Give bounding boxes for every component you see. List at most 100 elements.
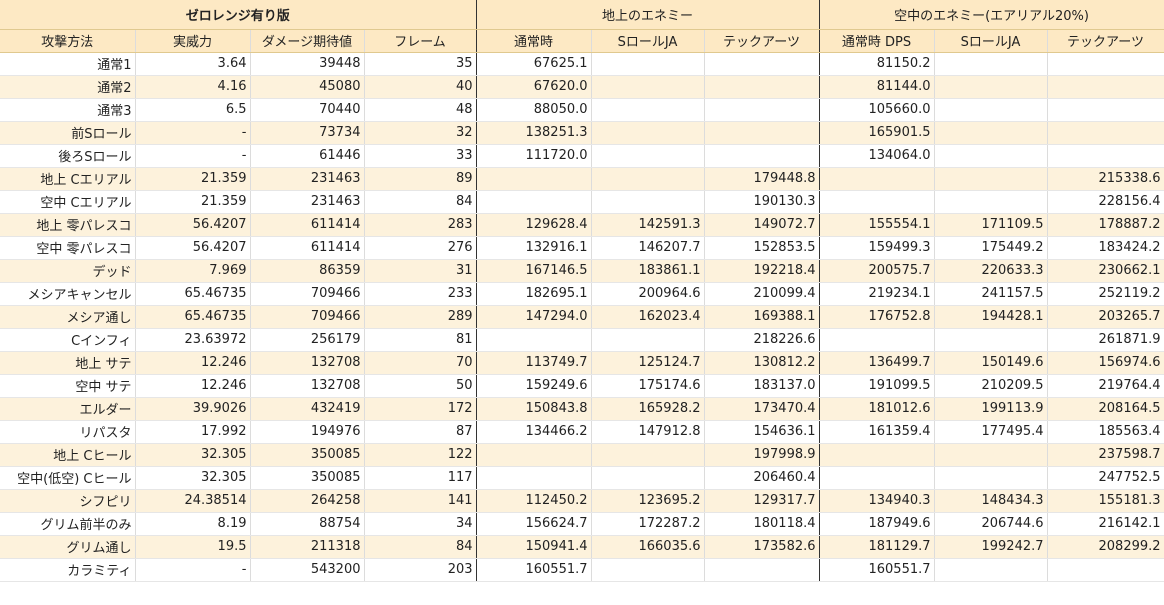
column-header: 攻撃方法 — [0, 29, 136, 53]
value-cell: 199242.7 — [934, 535, 1048, 559]
value-cell: 200575.7 — [819, 259, 935, 283]
value-cell — [591, 190, 705, 214]
value-cell: 197998.9 — [704, 443, 820, 467]
table-row: リパスタ 17.992 194976 87 134466.2 147912.8 154636… — [0, 420, 1164, 444]
value-cell — [934, 144, 1048, 168]
value-cell — [819, 190, 935, 214]
value-cell: 185563.4 — [1047, 420, 1164, 444]
value-cell: 289 — [364, 305, 477, 329]
column-header: テックアーツ — [704, 29, 820, 53]
value-cell: 543200 — [250, 557, 365, 582]
value-cell: 350085 — [250, 443, 365, 467]
value-cell — [591, 557, 705, 582]
value-cell: 169388.1 — [704, 305, 820, 329]
value-cell — [1047, 121, 1164, 145]
value-cell: 7.969 — [135, 259, 251, 283]
value-cell: 252119.2 — [1047, 282, 1164, 306]
value-cell: 180118.4 — [704, 512, 820, 536]
value-cell: 89 — [364, 167, 477, 191]
attack-name-cell: 空中 Cエリアル — [0, 190, 136, 214]
table-row: 空中 サテ 12.246 132708 50 159249.6 175174.6 18313… — [0, 374, 1164, 398]
table-row: 空中 零パレスコ 56.4207 611414 276 132916.1 146207.7… — [0, 236, 1164, 260]
value-cell: 220633.3 — [934, 259, 1048, 283]
value-cell: 173470.4 — [704, 397, 820, 421]
value-cell — [1047, 52, 1164, 76]
value-cell: 190130.3 — [704, 190, 820, 214]
value-cell: 113749.7 — [476, 351, 592, 375]
table-row: 地上 Cヒール 32.305 350085 122 197998.9 237598.7 — [0, 443, 1164, 467]
value-cell: 134064.0 — [819, 144, 935, 168]
value-cell: 84 — [364, 190, 477, 214]
value-cell: 39.9026 — [135, 397, 251, 421]
value-cell: 172287.2 — [591, 512, 705, 536]
value-cell: 123695.2 — [591, 489, 705, 513]
value-cell: 81150.2 — [819, 52, 935, 76]
value-cell — [934, 121, 1048, 145]
value-cell: 81 — [364, 328, 477, 352]
table-row: グリム通し 19.5 211318 84 150941.4 166035.6 173582.… — [0, 535, 1164, 559]
value-cell: 219234.1 — [819, 282, 935, 306]
value-cell: 142591.3 — [591, 213, 705, 237]
column-header: SロールJA — [934, 29, 1048, 53]
value-cell: 12.246 — [135, 351, 251, 375]
value-cell: 175174.6 — [591, 374, 705, 398]
value-cell: 181129.7 — [819, 535, 935, 559]
value-cell: 177495.4 — [934, 420, 1048, 444]
value-cell — [934, 167, 1048, 191]
value-cell: 39448 — [250, 52, 365, 76]
table-row: 空中(低空) Cヒール 32.305 350085 117 206460.4 247752… — [0, 466, 1164, 490]
value-cell: 19.5 — [135, 535, 251, 559]
attack-name-cell: メシアキャンセル — [0, 282, 136, 306]
column-header: ダメージ期待値 — [250, 29, 365, 53]
value-cell: 200964.6 — [591, 282, 705, 306]
attack-name-cell: 通常3 — [0, 98, 136, 122]
attack-name-cell: 後ろSロール — [0, 144, 136, 168]
attack-name-cell: グリム前半のみ — [0, 512, 136, 536]
value-cell: 8.19 — [135, 512, 251, 536]
value-cell: 125124.7 — [591, 351, 705, 375]
group-header-air-enemy: 空中のエネミー(エアリアル20%) — [819, 0, 1164, 30]
table-row: グリム前半のみ 8.19 88754 34 156624.7 172287.2 180118… — [0, 512, 1164, 536]
table-row: 通常1 3.64 39448 35 67625.1 81150.2 — [0, 52, 1164, 76]
value-cell: - — [135, 144, 251, 168]
value-cell: 199113.9 — [934, 397, 1048, 421]
value-cell — [591, 75, 705, 99]
value-cell: 31 — [364, 259, 477, 283]
value-cell — [704, 75, 820, 99]
value-cell: 155554.1 — [819, 213, 935, 237]
value-cell: 3.64 — [135, 52, 251, 76]
value-cell: - — [135, 121, 251, 145]
table-row: シフピリ 24.38514 264258 141 112450.2 123695.2 129… — [0, 489, 1164, 513]
value-cell: 105660.0 — [819, 98, 935, 122]
value-cell: 67620.0 — [476, 75, 592, 99]
value-cell: 165928.2 — [591, 397, 705, 421]
table-row: 後ろSロール -61446 33 111720.0 134064.0 — [0, 144, 1164, 168]
value-cell: 56.4207 — [135, 213, 251, 237]
attack-name-cell: 地上 零パレスコ — [0, 213, 136, 237]
value-cell: 12.246 — [135, 374, 251, 398]
table-row: メシアキャンセル 65.46735 709466 233 182695.1 200964.… — [0, 282, 1164, 306]
value-cell: 203265.7 — [1047, 305, 1164, 329]
table-row: 地上 零パレスコ 56.4207 611414 283 129628.4 142591.3… — [0, 213, 1164, 237]
value-cell: 132708 — [250, 374, 365, 398]
value-cell: 134466.2 — [476, 420, 592, 444]
value-cell: 256179 — [250, 328, 365, 352]
value-cell — [704, 121, 820, 145]
value-cell — [704, 144, 820, 168]
value-cell: 65.46735 — [135, 282, 251, 306]
value-cell: 150149.6 — [934, 351, 1048, 375]
value-cell: 228156.4 — [1047, 190, 1164, 214]
value-cell: 45080 — [250, 75, 365, 99]
table-row: 空中 Cエリアル 21.359 231463 84 190130.3 228156.4 — [0, 190, 1164, 214]
value-cell: 709466 — [250, 282, 365, 306]
value-cell: 154636.1 — [704, 420, 820, 444]
value-cell: 247752.5 — [1047, 466, 1164, 490]
value-cell: 183424.2 — [1047, 236, 1164, 260]
table-row: カラミティ -543200 203 160551.7 160551.7 — [0, 557, 1164, 582]
value-cell: 21.359 — [135, 190, 251, 214]
value-cell — [934, 190, 1048, 214]
value-cell — [591, 443, 705, 467]
value-cell: 70 — [364, 351, 477, 375]
table-row: 通常3 6.5 70440 48 88050.0 105660.0 — [0, 98, 1164, 122]
value-cell: 6.5 — [135, 98, 251, 122]
